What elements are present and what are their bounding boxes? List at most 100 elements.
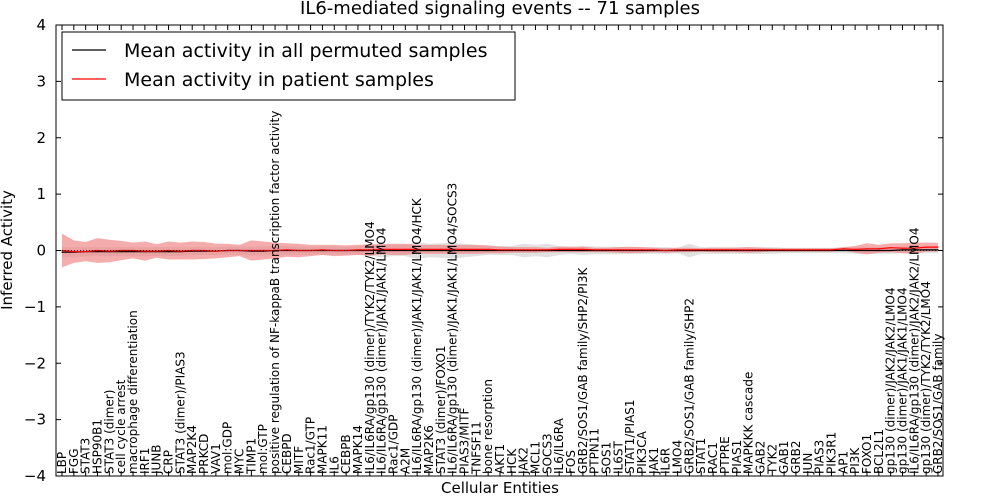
point-series-1 xyxy=(96,249,99,252)
point-series-1 xyxy=(108,250,110,252)
point-series-0 xyxy=(582,249,584,252)
point-series-1 xyxy=(558,248,560,250)
x-tick-label: STAT3 (dimer) xyxy=(102,390,116,474)
point-series-1 xyxy=(570,248,572,250)
x-tick-label: PTPN11 xyxy=(588,428,602,474)
point-series-1 xyxy=(807,249,809,251)
y-tick-label: 3 xyxy=(36,72,46,90)
point-series-1 xyxy=(132,249,134,252)
point-series-1 xyxy=(475,248,477,250)
x-tick-label: MAPK14 xyxy=(351,425,365,474)
point-series-0 xyxy=(558,249,560,252)
x-tick-label: RAC1 xyxy=(706,442,720,474)
point-series-1 xyxy=(428,248,430,250)
y-tick-label: 2 xyxy=(36,129,46,147)
y-tick-label: −3 xyxy=(24,411,46,429)
plot-frame xyxy=(55,24,944,477)
point-series-1 xyxy=(310,249,312,252)
point-series-1 xyxy=(463,248,466,250)
x-tick-label: macrophage differentiation xyxy=(126,310,140,474)
x-tick-label: cell cycle arrest xyxy=(114,379,128,474)
x-tick-label: PIK3CA xyxy=(635,430,649,474)
x-tick-label: MYC xyxy=(233,449,247,474)
point-series-1 xyxy=(771,249,773,251)
point-series-1 xyxy=(913,247,915,249)
point-series-0 xyxy=(381,249,383,252)
point-series-1 xyxy=(321,249,323,251)
point-series-1 xyxy=(534,249,537,251)
x-tick-label: IL6/IL6RA/gp130 (dimer)/TYK2/TYK2/LMO4 xyxy=(363,221,377,474)
x-axis-label: Cellular Entities xyxy=(441,479,559,497)
point-series-0 xyxy=(96,251,99,253)
x-tick-label: mol:GTP xyxy=(256,424,270,474)
point-series-1 xyxy=(842,248,844,250)
point-series-0 xyxy=(842,249,844,252)
point-series-1 xyxy=(416,248,418,250)
x-tick-label: positive regulation of NF-kappaB transcr… xyxy=(268,111,282,474)
x-tick-label: gp130 (dimer)/JAK1/JAK1/LMO4 xyxy=(896,287,910,474)
point-series-1 xyxy=(392,248,395,250)
x-tick-label: TYK2 xyxy=(765,444,779,475)
point-series-0 xyxy=(61,251,63,253)
x-tick-label: GRB2/SOS1/GAB family/SHP2 xyxy=(682,298,696,474)
x-tick-label: IL6/IL6RA/gp130 (dimer)/JAK1/JAK1/LMO4/S… xyxy=(446,183,460,474)
x-tick-label: A2M xyxy=(398,448,412,474)
y-tick-label: −2 xyxy=(24,354,46,372)
x-tick-label: GAB1 xyxy=(777,441,791,474)
point-series-1 xyxy=(783,249,785,251)
x-tick-label: SOS1 xyxy=(600,442,614,474)
point-series-1 xyxy=(404,248,406,250)
point-series-1 xyxy=(605,249,608,251)
x-tick-label: AKT1 xyxy=(493,444,507,474)
y-tick-label: 1 xyxy=(36,185,46,203)
x-tick-label: PI3K xyxy=(848,447,862,474)
x-tick-label: Rac1/GTP xyxy=(304,417,318,474)
x-tick-label: FOXO1 xyxy=(860,434,874,474)
x-tick-label: GAB2 xyxy=(753,441,767,474)
x-tick-label: MAP2K6 xyxy=(422,425,436,474)
point-series-0 xyxy=(404,249,406,252)
x-tick-label: JUN xyxy=(801,453,815,475)
x-tick-label: SOCS3 xyxy=(540,433,554,474)
x-tick-label: IL6/IL6RA xyxy=(552,417,566,474)
point-series-1 xyxy=(345,249,347,252)
x-tick-label: HSP90B1 xyxy=(91,419,105,474)
point-series-1 xyxy=(866,248,868,250)
x-tick-label: MITF xyxy=(292,446,306,474)
point-series-1 xyxy=(890,247,892,249)
legend: Mean activity in all permuted samples Me… xyxy=(61,31,516,101)
point-series-1 xyxy=(357,249,359,251)
x-tick-label: gp130 (dimer)/TYK2/TYK2/LMO4 xyxy=(919,281,933,474)
x-tick-label: PIAS3 xyxy=(813,440,827,474)
point-series-1 xyxy=(795,249,797,251)
x-tick-label: HCK xyxy=(505,448,519,474)
point-series-1 xyxy=(156,250,158,252)
x-tick-label: AP1 xyxy=(836,451,850,474)
x-tick-label: IL6/IL6RA/gp130 (dimer)/JAK1/JAK1/LMO4 xyxy=(375,228,389,474)
point-series-0 xyxy=(167,251,170,253)
x-tick-label: MAPK11 xyxy=(315,425,329,474)
x-tick-label: JAK1 xyxy=(647,447,661,475)
point-series-1 xyxy=(73,251,75,253)
x-tick-label: VAV1 xyxy=(209,443,223,474)
x-tick-label: STAT3 xyxy=(79,438,93,474)
x-tick-label: STAT3 (dimer)/FOXO1 xyxy=(434,345,448,474)
x-tick-label: mol:GDP xyxy=(221,422,235,474)
point-series-0 xyxy=(392,249,395,252)
y-axis-ticks: −4 −3 −2 −1 0 1 2 3 4 xyxy=(24,16,943,485)
x-tick-label: IRF1 xyxy=(138,448,152,474)
x-tick-label: MAP2K4 xyxy=(185,425,199,474)
point-series-1 xyxy=(582,248,584,250)
x-tick-label: BCL2L1 xyxy=(872,429,886,474)
point-series-1 xyxy=(937,246,939,248)
point-series-1 xyxy=(925,246,927,248)
x-tick-label: GRB2 xyxy=(789,440,803,474)
x-tick-label: IL6/IL6RA/gp130 (dimer)/JAK2/JAK2/LMO4 xyxy=(907,228,921,474)
x-tick-label: LBP xyxy=(55,452,69,474)
x-tick-label: GRB2/SOS1/GAB family xyxy=(931,334,945,475)
point-series-1 xyxy=(333,249,335,252)
x-tick-label: gp130 (dimer)/JAK2/JAK2/LMO4 xyxy=(884,287,898,474)
y-axis-label: Inferred Activity xyxy=(0,190,16,310)
point-series-1 xyxy=(830,249,833,251)
